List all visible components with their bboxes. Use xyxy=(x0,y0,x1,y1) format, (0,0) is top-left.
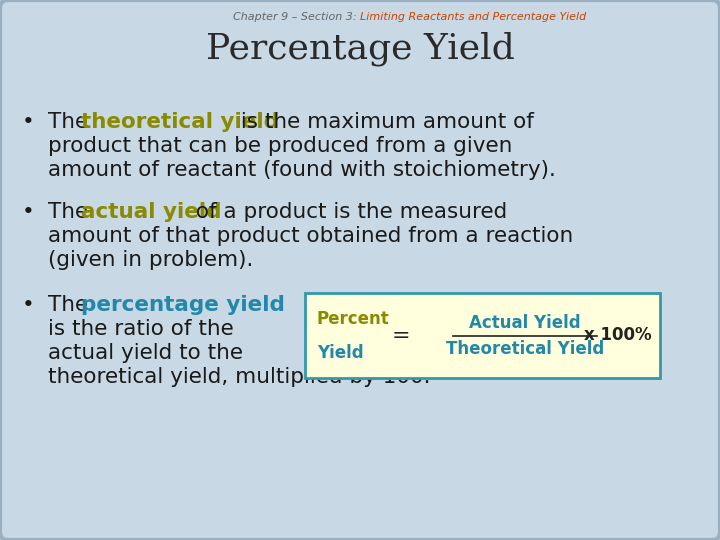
Text: theoretical yield: theoretical yield xyxy=(81,112,279,132)
Text: Yield: Yield xyxy=(317,343,364,361)
Text: is the ratio of the: is the ratio of the xyxy=(48,319,234,339)
FancyBboxPatch shape xyxy=(305,293,660,378)
Text: The: The xyxy=(48,202,95,222)
Text: Chapter 9 – Section 3:: Chapter 9 – Section 3: xyxy=(233,12,360,22)
Text: is the maximum amount of: is the maximum amount of xyxy=(234,112,534,132)
Text: •: • xyxy=(22,202,35,222)
Text: Percentage Yield: Percentage Yield xyxy=(206,32,514,66)
Text: Limiting Reactants and Percentage Yield: Limiting Reactants and Percentage Yield xyxy=(360,12,586,22)
Text: of a product is the measured: of a product is the measured xyxy=(189,202,507,222)
Text: =: = xyxy=(392,326,410,346)
Text: percentage yield: percentage yield xyxy=(81,295,284,315)
Text: amount of that product obtained from a reaction: amount of that product obtained from a r… xyxy=(48,226,573,246)
Text: •: • xyxy=(22,112,35,132)
Text: The: The xyxy=(48,112,95,132)
Text: •: • xyxy=(22,295,35,315)
Text: actual yield: actual yield xyxy=(81,202,221,222)
Text: (given in problem).: (given in problem). xyxy=(48,250,253,270)
Text: theoretical yield, multiplied by 100.: theoretical yield, multiplied by 100. xyxy=(48,367,431,387)
Text: The: The xyxy=(48,295,95,315)
Text: product that can be produced from a given: product that can be produced from a give… xyxy=(48,136,513,156)
Text: x 100%: x 100% xyxy=(585,327,652,345)
Text: amount of reactant (found with stoichiometry).: amount of reactant (found with stoichiom… xyxy=(48,160,556,180)
Text: Percent: Percent xyxy=(317,309,390,327)
Text: Theoretical Yield: Theoretical Yield xyxy=(446,340,604,357)
Text: Actual Yield: Actual Yield xyxy=(469,314,581,332)
Text: actual yield to the: actual yield to the xyxy=(48,343,243,363)
